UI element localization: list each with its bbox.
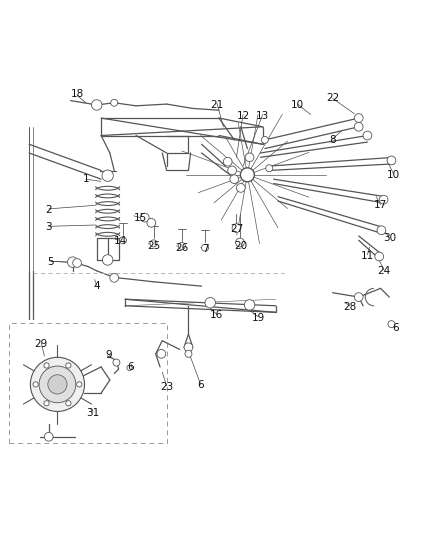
- Text: 1: 1: [82, 174, 89, 184]
- Circle shape: [363, 131, 372, 140]
- Text: 21: 21: [210, 100, 223, 110]
- Circle shape: [266, 165, 273, 172]
- Circle shape: [66, 401, 71, 406]
- Circle shape: [354, 114, 363, 123]
- Circle shape: [66, 363, 71, 368]
- Text: 27: 27: [230, 224, 243, 235]
- Circle shape: [237, 183, 245, 192]
- Bar: [10, 323, 166, 443]
- Circle shape: [111, 99, 118, 106]
- Text: 2: 2: [46, 205, 52, 215]
- Text: 7: 7: [203, 244, 209, 254]
- Circle shape: [150, 240, 157, 247]
- Text: 9: 9: [106, 350, 112, 360]
- Circle shape: [387, 156, 396, 165]
- Text: 22: 22: [326, 93, 339, 103]
- Circle shape: [77, 382, 82, 387]
- Text: 13: 13: [256, 111, 269, 121]
- Circle shape: [102, 255, 113, 265]
- Text: 5: 5: [48, 257, 54, 267]
- Text: 16: 16: [210, 310, 223, 320]
- Text: 25: 25: [147, 240, 160, 251]
- Text: 18: 18: [71, 89, 84, 99]
- Circle shape: [245, 153, 254, 161]
- Circle shape: [240, 168, 254, 182]
- Circle shape: [201, 244, 208, 251]
- Text: 30: 30: [383, 233, 396, 243]
- Circle shape: [236, 238, 244, 247]
- Circle shape: [30, 357, 85, 411]
- Text: 11: 11: [361, 251, 374, 261]
- Circle shape: [178, 243, 185, 249]
- Circle shape: [232, 224, 241, 232]
- Text: 8: 8: [329, 135, 336, 145]
- Circle shape: [261, 136, 268, 143]
- Text: 20: 20: [234, 240, 247, 251]
- Circle shape: [110, 273, 119, 282]
- Text: 3: 3: [46, 222, 52, 232]
- Circle shape: [92, 100, 102, 110]
- Circle shape: [223, 157, 232, 166]
- Circle shape: [230, 175, 239, 183]
- Circle shape: [388, 321, 395, 328]
- Text: 17: 17: [374, 200, 387, 211]
- Circle shape: [147, 219, 155, 227]
- Circle shape: [228, 166, 237, 175]
- Text: 6: 6: [198, 380, 204, 390]
- Text: 24: 24: [378, 266, 391, 276]
- Circle shape: [141, 213, 149, 222]
- Text: 6: 6: [127, 362, 134, 372]
- Circle shape: [185, 350, 192, 357]
- Circle shape: [44, 363, 49, 368]
- Circle shape: [127, 365, 132, 370]
- Text: 26: 26: [175, 243, 188, 253]
- Circle shape: [379, 195, 388, 204]
- Circle shape: [354, 293, 363, 302]
- Circle shape: [44, 432, 53, 441]
- Circle shape: [120, 237, 127, 244]
- Text: 29: 29: [35, 339, 48, 349]
- Text: 23: 23: [160, 382, 173, 392]
- Text: 6: 6: [392, 322, 399, 333]
- Text: 10: 10: [387, 170, 400, 180]
- Circle shape: [375, 252, 384, 261]
- Circle shape: [113, 359, 120, 366]
- Circle shape: [33, 382, 38, 387]
- Text: 10: 10: [291, 100, 304, 110]
- Text: 31: 31: [87, 408, 100, 418]
- Circle shape: [184, 343, 193, 352]
- Circle shape: [48, 375, 67, 394]
- Circle shape: [244, 300, 255, 310]
- Circle shape: [354, 123, 363, 131]
- Text: 15: 15: [134, 214, 147, 223]
- Circle shape: [67, 257, 78, 268]
- Circle shape: [73, 259, 81, 268]
- Circle shape: [39, 366, 76, 403]
- Text: 19: 19: [252, 312, 265, 322]
- Text: 14: 14: [114, 236, 127, 246]
- Circle shape: [44, 401, 49, 406]
- Text: 28: 28: [343, 302, 357, 312]
- Text: 4: 4: [93, 281, 100, 291]
- Circle shape: [377, 226, 386, 235]
- Text: 12: 12: [237, 111, 250, 121]
- Circle shape: [157, 350, 166, 358]
- Circle shape: [102, 170, 113, 181]
- Circle shape: [205, 297, 215, 308]
